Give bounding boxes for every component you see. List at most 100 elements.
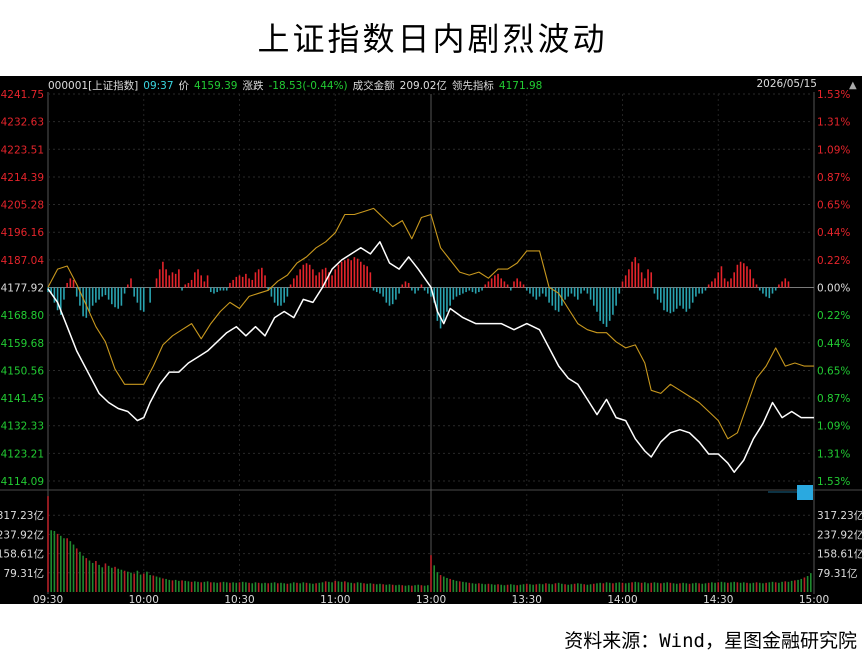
volume-bar [411, 585, 413, 592]
lead-bar [465, 287, 467, 293]
lead-bar [430, 287, 432, 297]
volume-bar [529, 584, 531, 592]
lead-bar [165, 269, 167, 288]
volume-bar [484, 584, 487, 592]
volume-bar [209, 582, 212, 592]
lead-bar [292, 278, 295, 288]
lead-bar [82, 287, 84, 317]
volume-bar [497, 584, 499, 592]
lead-bar [104, 287, 107, 296]
lead-bar [79, 287, 81, 306]
lead-bar [379, 287, 381, 294]
volume-bar [803, 577, 806, 592]
volume-bar [315, 583, 317, 592]
turnover-label: 成交金额 [352, 80, 395, 92]
volume-bar [427, 585, 429, 592]
lead-bar [101, 287, 104, 297]
lead-bar [391, 287, 394, 305]
volume-tick-label: 158.61亿 [0, 548, 44, 561]
volume-bar [213, 582, 215, 592]
volume-bar [126, 571, 129, 592]
volume-bar [91, 562, 94, 592]
lead-bar [529, 287, 531, 294]
price-tick-label: 4232.63 [1, 117, 44, 129]
volume-bar [478, 583, 480, 592]
volume-bar [324, 581, 327, 592]
volume-bar [344, 581, 346, 592]
lead-bar [765, 287, 767, 297]
volume-bar [277, 583, 279, 592]
volume-bar [615, 582, 617, 592]
volume-bar [190, 581, 193, 592]
volume-bar [142, 573, 145, 592]
volume-bar [350, 582, 353, 592]
volume-bar [331, 582, 333, 592]
volume-bar [567, 584, 570, 592]
volume-bar [123, 570, 126, 592]
volume-bar [178, 580, 180, 592]
lead-bar [752, 278, 755, 288]
lead-bar [142, 287, 145, 312]
volume-bar [554, 583, 557, 592]
volume-bar [634, 581, 637, 592]
volume-bar [200, 582, 202, 592]
price-tick-label: 4196.16 [1, 227, 45, 239]
volume-bar [334, 580, 337, 592]
pct-tick-label: 1.53% [817, 476, 850, 488]
volume-bar [755, 582, 758, 592]
lead-bar [261, 267, 263, 288]
lead-bar [427, 287, 429, 294]
volume-bar [596, 583, 598, 592]
lead-bar [478, 287, 480, 293]
volume-bar [404, 585, 407, 592]
volume-bar [608, 582, 611, 592]
lead-bar [257, 269, 260, 288]
lead-bar [203, 281, 206, 288]
volume-bar [398, 584, 400, 592]
lead-bar [644, 278, 646, 288]
pct-tick-label: 0.87% [817, 393, 850, 405]
volume-bar [369, 583, 372, 592]
lead-bar [481, 287, 483, 291]
volume-bar [149, 575, 151, 592]
volume-bar [519, 584, 522, 592]
lead-bar [596, 287, 598, 312]
lead-bar [315, 275, 317, 288]
volume-bar [104, 563, 107, 592]
volume-bar [650, 582, 653, 592]
lead-bar [631, 261, 633, 288]
volume-bar [286, 583, 289, 592]
volume-bar [117, 568, 120, 592]
lead-bar [723, 278, 726, 288]
lead-bar [628, 269, 630, 288]
volume-bar [95, 561, 97, 592]
lead-bar [682, 287, 684, 309]
pct-tick-label: 1.09% [817, 421, 850, 433]
volume-bar [235, 582, 238, 592]
lead-bar [286, 287, 289, 297]
quote-header: 000001[上证指数] 09:37 价 4159.39 涨跌 -18.53(-0.44%… [48, 78, 547, 94]
lead-bar [363, 264, 365, 288]
volume-bar [503, 585, 506, 592]
volume-bar [730, 582, 732, 592]
volume-bar [261, 583, 263, 592]
volume-tick-label: 237.92亿 [0, 528, 44, 541]
cursor-marker [797, 485, 813, 500]
chevron-up-icon[interactable]: ▲ [849, 80, 857, 91]
lead-bar [503, 281, 506, 288]
volume-bar [353, 583, 356, 592]
change-value: -18.53(-0.44%) [268, 80, 348, 92]
lead-bar [270, 287, 273, 297]
volume-bar [717, 582, 720, 592]
volume-bar [299, 583, 301, 592]
lead-bar [254, 272, 257, 288]
volume-bar [720, 581, 723, 592]
volume-bar [682, 582, 684, 592]
lead-bar [181, 287, 183, 291]
price-tick-label: 4214.39 [1, 172, 44, 184]
lead-bar [273, 287, 276, 303]
lead-bar [209, 287, 212, 293]
volume-bar [666, 582, 668, 592]
pct-tick-label: 0.65% [817, 200, 850, 212]
volume-bar [455, 580, 458, 592]
